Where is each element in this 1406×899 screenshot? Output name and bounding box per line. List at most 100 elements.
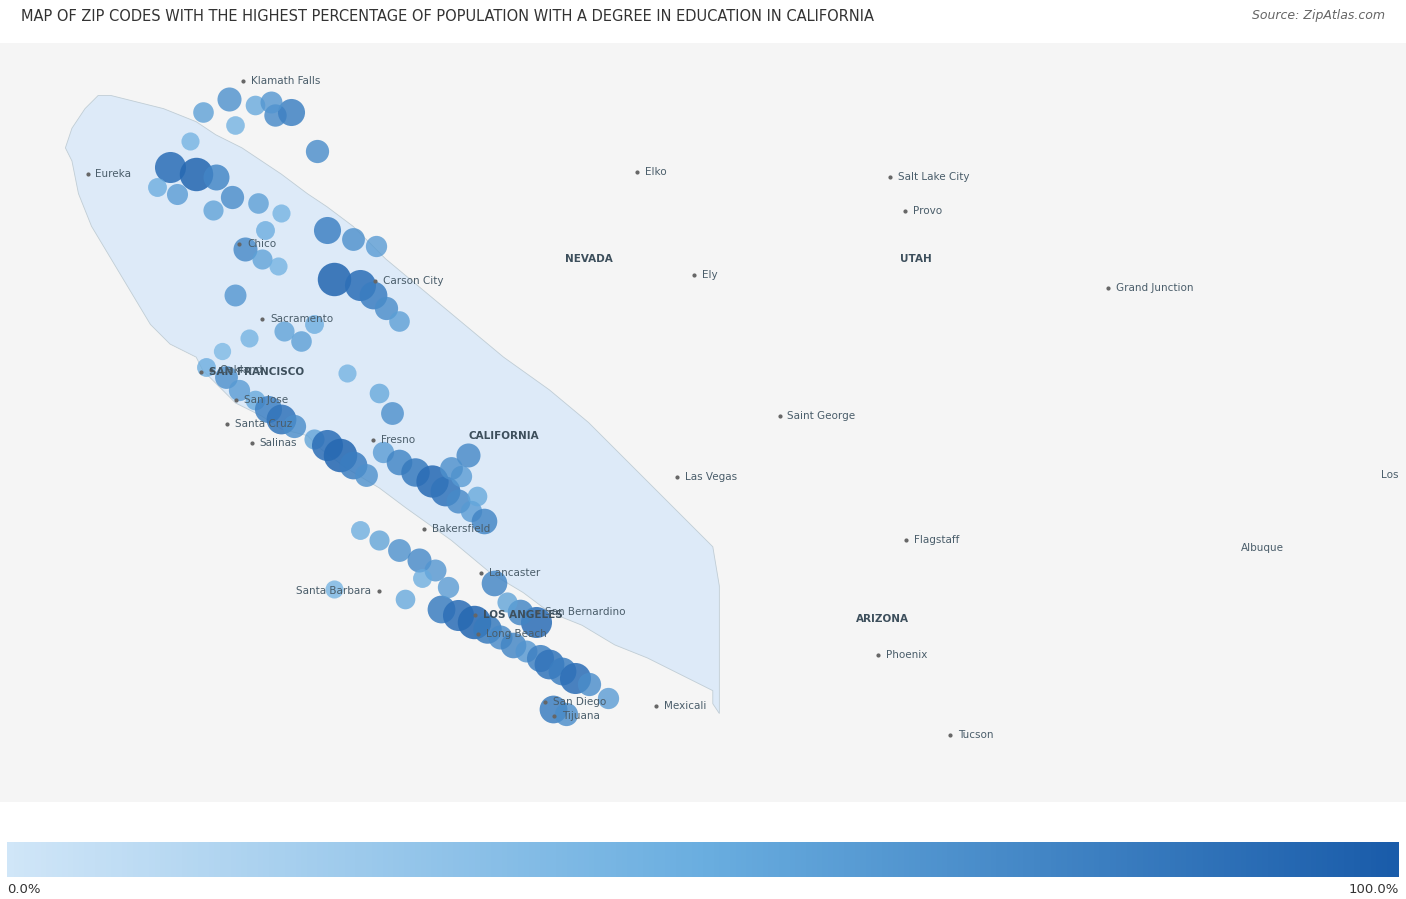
Point [233, 242, 256, 256]
Point [447, 609, 470, 623]
Point [214, 369, 236, 384]
Point [322, 582, 344, 596]
Point [598, 691, 620, 706]
Text: Bakersfield: Bakersfield [432, 524, 489, 534]
Text: Tijuana: Tijuana [562, 710, 599, 720]
Point [228, 383, 250, 397]
Point [541, 702, 564, 717]
Text: NEVADA: NEVADA [565, 254, 613, 264]
Point [257, 402, 280, 416]
Point [529, 651, 551, 665]
Point [218, 92, 240, 106]
Point [270, 206, 292, 220]
Point [489, 630, 512, 645]
Text: San Diego: San Diego [553, 698, 606, 708]
Point [267, 258, 290, 272]
Text: Long Beach: Long Beach [486, 628, 547, 639]
Text: Tucson: Tucson [957, 730, 994, 740]
Text: LOS ANGELES: LOS ANGELES [482, 610, 562, 620]
Point [243, 393, 266, 407]
Point [270, 412, 292, 426]
Text: Elko: Elko [645, 167, 666, 177]
Point [554, 707, 576, 721]
Point [302, 317, 325, 332]
Point [302, 432, 325, 446]
Text: Los: Los [1381, 470, 1399, 480]
Point [388, 314, 411, 328]
Point [201, 203, 224, 218]
Point [329, 448, 352, 462]
Text: Salinas: Salinas [260, 439, 297, 449]
Point [221, 190, 243, 204]
Text: Phoenix: Phoenix [886, 650, 928, 660]
Text: 100.0%: 100.0% [1348, 883, 1399, 895]
Point [411, 571, 433, 585]
Point [404, 465, 426, 479]
Point [211, 343, 233, 358]
Text: San Bernardino: San Bernardino [544, 607, 626, 617]
Point [280, 104, 302, 119]
Point [368, 533, 391, 547]
Point [361, 288, 384, 302]
Text: Provo: Provo [912, 206, 942, 217]
Point [273, 324, 295, 338]
Point [238, 330, 260, 344]
Point [307, 144, 329, 158]
Point [447, 494, 470, 508]
Text: Chico: Chico [247, 239, 277, 249]
Point [336, 366, 359, 380]
Point [457, 448, 479, 462]
Point [482, 575, 505, 590]
Point [495, 595, 517, 610]
Point [247, 196, 270, 210]
Point [342, 458, 364, 472]
Text: Lancaster: Lancaster [489, 568, 540, 578]
Point [146, 180, 169, 194]
Point [578, 677, 600, 691]
Text: Fresno: Fresno [381, 434, 415, 444]
Point [467, 488, 489, 503]
Point [364, 239, 387, 254]
Text: Sacramento: Sacramento [270, 315, 333, 325]
Point [290, 334, 312, 348]
Point [381, 405, 404, 420]
Point [204, 170, 226, 184]
Point [368, 386, 391, 400]
Text: Salt Lake City: Salt Lake City [898, 172, 969, 182]
Text: Mexicali: Mexicali [664, 701, 706, 711]
Text: Santa Cruz: Santa Cruz [235, 420, 292, 430]
Point [371, 445, 394, 459]
Text: Oakland: Oakland [219, 365, 263, 375]
Point [538, 657, 561, 672]
Point [420, 474, 443, 488]
Polygon shape [66, 95, 720, 714]
Point [460, 503, 482, 518]
Point [564, 671, 586, 685]
Point [502, 637, 524, 652]
Point [191, 104, 214, 119]
Polygon shape [0, 43, 1406, 802]
Point [515, 645, 537, 659]
Text: CALIFORNIA: CALIFORNIA [468, 431, 538, 441]
Text: Klamath Falls: Klamath Falls [252, 76, 321, 86]
Point [322, 271, 344, 286]
Point [159, 160, 181, 174]
Point [195, 360, 218, 374]
Point [243, 98, 266, 112]
Text: San Jose: San Jose [243, 396, 288, 405]
Text: Albuque: Albuque [1240, 543, 1284, 553]
Point [342, 232, 364, 246]
Point [260, 95, 283, 110]
Point [349, 278, 371, 292]
Text: Source: ZipAtlas.com: Source: ZipAtlas.com [1251, 9, 1385, 22]
Text: Eureka: Eureka [96, 169, 132, 179]
Text: Las Vegas: Las Vegas [685, 472, 738, 482]
Point [440, 461, 463, 476]
Text: Ely: Ely [702, 271, 717, 280]
Point [477, 621, 499, 636]
Point [408, 553, 430, 567]
Point [179, 134, 201, 148]
Point [166, 186, 188, 200]
Text: Carson City: Carson City [382, 276, 443, 286]
Point [224, 118, 246, 132]
